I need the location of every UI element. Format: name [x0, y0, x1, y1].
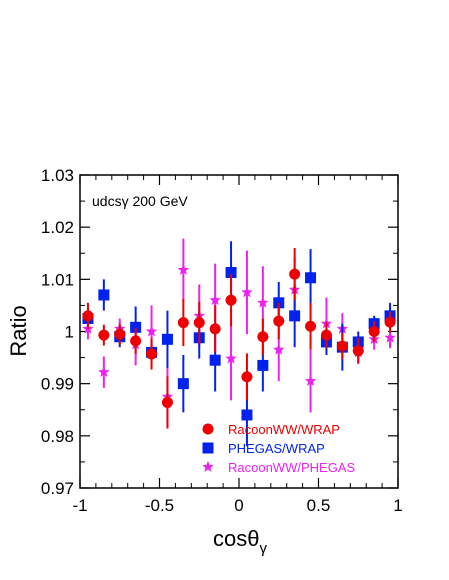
data-point	[241, 286, 253, 298]
data-point	[289, 310, 301, 322]
data-point	[257, 331, 269, 343]
legend-marker	[202, 461, 214, 472]
data-point	[273, 315, 285, 327]
y-tick-label: 1.01	[41, 270, 74, 289]
y-tick-label: 0.99	[41, 375, 74, 394]
x-tick-label: 0	[234, 496, 243, 515]
data-point	[384, 331, 396, 343]
data-point	[257, 296, 269, 308]
data-point	[130, 335, 142, 347]
data-point	[305, 272, 317, 284]
x-axis-title-main: cosθ	[213, 526, 259, 551]
y-tick-labels: 0.97 0.98 0.99 1 1.01 1.02 1.03	[41, 166, 74, 498]
y-tick-label: 0.98	[41, 427, 74, 446]
y-axis-title: Ratio	[6, 305, 31, 356]
data-point	[241, 409, 253, 421]
y-tick-label: 0.97	[41, 479, 74, 498]
data-point	[130, 321, 142, 333]
data-point	[98, 289, 110, 301]
x-tick-label: 0.5	[307, 496, 331, 515]
x-tick-label: -0.5	[145, 496, 174, 515]
series-star	[82, 238, 396, 429]
y-tick-label: 1.03	[41, 166, 74, 185]
data-point	[257, 359, 269, 371]
data-point	[368, 326, 380, 337]
data-point	[145, 325, 158, 337]
data-point	[209, 323, 221, 335]
legend-marker	[202, 442, 214, 454]
data-point	[241, 371, 253, 383]
legend-marker	[202, 423, 214, 435]
series-layer	[82, 238, 396, 447]
series-circle	[82, 248, 396, 429]
data-point	[273, 343, 285, 355]
data-point	[193, 317, 205, 329]
data-point	[225, 294, 237, 306]
x-axis-title: cosθγ	[213, 526, 267, 557]
x-axis-title-sub: γ	[259, 540, 267, 557]
data-point	[320, 329, 332, 341]
y-tick-label: 1	[65, 323, 74, 342]
x-tick-label: 1	[393, 496, 402, 515]
data-point	[305, 320, 317, 332]
data-point	[161, 333, 173, 345]
data-point	[177, 317, 189, 329]
data-point	[289, 268, 301, 280]
data-point	[304, 375, 317, 386]
axis-ticks	[79, 174, 399, 489]
data-point	[209, 294, 221, 306]
y-tick-label: 1.02	[41, 218, 74, 237]
data-point	[98, 329, 110, 341]
data-point	[352, 345, 364, 357]
data-point	[209, 354, 221, 366]
data-point	[146, 348, 158, 360]
legend-label: PHEGAS/WRAP	[228, 441, 325, 456]
data-point	[114, 328, 126, 340]
x-tick-label: -1	[72, 496, 87, 515]
data-point	[177, 263, 190, 275]
data-point	[82, 310, 94, 322]
series-square	[82, 241, 396, 447]
data-point	[225, 352, 237, 364]
legend: RacoonWW/WRAP PHEGAS/WRAP RacoonWW/PHEGAS	[202, 422, 355, 475]
legend-label: RacoonWW/WRAP	[228, 422, 340, 437]
chart-annotation: udcsγ 200 GeV	[92, 193, 188, 209]
x-tick-labels: -1 -0.5 0 0.5 1	[72, 496, 402, 515]
data-point	[177, 378, 189, 390]
legend-label: RacoonWW/PHEGAS	[228, 460, 355, 475]
data-point	[161, 396, 173, 408]
data-point	[225, 267, 237, 279]
data-point	[336, 340, 348, 352]
data-point	[98, 366, 110, 378]
data-point	[384, 316, 396, 328]
